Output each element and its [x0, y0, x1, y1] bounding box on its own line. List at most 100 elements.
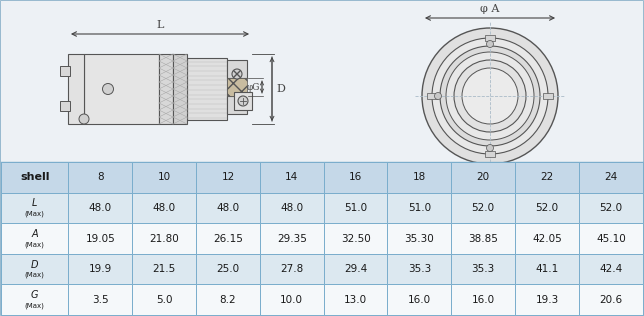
Text: 48.0: 48.0: [216, 203, 240, 213]
Bar: [388, 192, 451, 223]
Circle shape: [435, 93, 442, 100]
Text: L: L: [156, 20, 164, 30]
Circle shape: [79, 114, 89, 124]
Circle shape: [422, 28, 558, 164]
Circle shape: [486, 144, 493, 151]
Bar: [60, 101, 70, 111]
Bar: [1, 162, 68, 192]
Text: 8: 8: [97, 172, 104, 182]
Text: 29.35: 29.35: [277, 234, 307, 244]
Text: 42.05: 42.05: [532, 234, 562, 244]
Bar: [451, 192, 515, 223]
Circle shape: [232, 69, 242, 79]
Circle shape: [238, 96, 248, 106]
Bar: [388, 254, 451, 284]
Text: 16.0: 16.0: [471, 295, 495, 305]
Bar: [196, 162, 260, 192]
Text: 19.05: 19.05: [86, 234, 115, 244]
Bar: [579, 192, 643, 223]
Bar: [196, 284, 260, 315]
Text: 10.0: 10.0: [280, 295, 303, 305]
Circle shape: [454, 60, 526, 132]
Text: (Max): (Max): [24, 272, 44, 278]
Bar: [324, 162, 388, 192]
Bar: [173, 54, 187, 124]
Bar: [515, 162, 579, 192]
Bar: [427, 93, 437, 99]
Bar: [68, 54, 84, 124]
Circle shape: [462, 68, 518, 124]
Bar: [324, 284, 388, 315]
Text: 52.0: 52.0: [471, 203, 495, 213]
Bar: [388, 162, 451, 192]
Text: 35.30: 35.30: [404, 234, 434, 244]
Bar: [196, 223, 260, 254]
Bar: [1, 192, 68, 223]
Bar: [68, 284, 132, 315]
Bar: [515, 192, 579, 223]
Circle shape: [440, 46, 540, 146]
Bar: [227, 60, 247, 78]
Text: φG: φG: [247, 82, 260, 92]
Bar: [324, 254, 388, 284]
Bar: [227, 78, 247, 96]
Bar: [132, 192, 196, 223]
Text: A: A: [32, 229, 38, 239]
Bar: [579, 162, 643, 192]
Bar: [196, 254, 260, 284]
Text: D: D: [276, 84, 285, 94]
Circle shape: [432, 38, 548, 154]
Text: 5.0: 5.0: [156, 295, 173, 305]
Text: 41.1: 41.1: [535, 264, 558, 274]
Bar: [260, 284, 324, 315]
Text: 18: 18: [413, 172, 426, 182]
Text: 22: 22: [540, 172, 554, 182]
Circle shape: [446, 52, 534, 140]
Text: 21.80: 21.80: [149, 234, 179, 244]
Text: 3.5: 3.5: [92, 295, 109, 305]
Bar: [227, 96, 247, 114]
Bar: [187, 58, 227, 120]
Bar: [132, 162, 196, 192]
Circle shape: [102, 83, 113, 94]
Bar: [388, 284, 451, 315]
Text: 42.4: 42.4: [599, 264, 623, 274]
Text: 35.3: 35.3: [471, 264, 495, 274]
Text: 52.0: 52.0: [535, 203, 558, 213]
Text: shell: shell: [20, 172, 50, 182]
Text: 27.8: 27.8: [280, 264, 303, 274]
Bar: [68, 223, 132, 254]
Bar: [1, 223, 68, 254]
Bar: [451, 284, 515, 315]
Bar: [132, 223, 196, 254]
Text: 25.0: 25.0: [216, 264, 240, 274]
Bar: [234, 92, 252, 110]
Bar: [485, 35, 495, 41]
Bar: [451, 223, 515, 254]
Bar: [260, 162, 324, 192]
Bar: [260, 223, 324, 254]
Text: 32.50: 32.50: [341, 234, 370, 244]
Bar: [132, 254, 196, 284]
Text: 48.0: 48.0: [280, 203, 303, 213]
Text: 12: 12: [222, 172, 234, 182]
Text: 45.10: 45.10: [596, 234, 626, 244]
Bar: [324, 223, 388, 254]
Bar: [451, 162, 515, 192]
Bar: [515, 284, 579, 315]
Text: 29.4: 29.4: [344, 264, 367, 274]
Text: 35.3: 35.3: [408, 264, 431, 274]
Text: 10: 10: [158, 172, 171, 182]
Bar: [1, 284, 68, 315]
Text: 48.0: 48.0: [89, 203, 112, 213]
Bar: [60, 66, 70, 76]
Text: 19.9: 19.9: [89, 264, 112, 274]
Bar: [68, 162, 132, 192]
Text: 20.6: 20.6: [600, 295, 622, 305]
Bar: [388, 223, 451, 254]
Bar: [260, 192, 324, 223]
Text: 52.0: 52.0: [600, 203, 622, 213]
Bar: [543, 93, 553, 99]
Bar: [84, 54, 159, 124]
Text: 13.0: 13.0: [344, 295, 367, 305]
